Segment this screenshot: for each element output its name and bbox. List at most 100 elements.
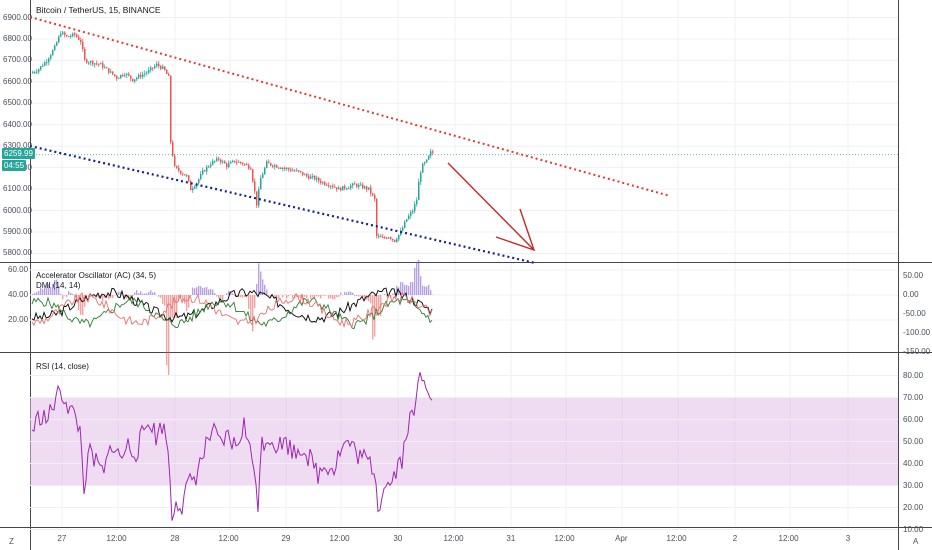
zoom-button[interactable]: Z <box>9 537 14 546</box>
oscillator-bar <box>276 295 278 299</box>
oscillator-bar <box>162 295 164 304</box>
candle-body <box>78 36 80 40</box>
candle-body <box>430 151 432 156</box>
candle-body <box>272 165 274 167</box>
candle-body <box>58 36 60 43</box>
candle-body <box>414 204 416 212</box>
candle-body <box>426 159 428 163</box>
candle-body <box>150 67 152 71</box>
candle-body <box>76 34 78 37</box>
candle-body <box>46 62 48 64</box>
oscillator-bar <box>394 292 396 295</box>
oscillator-bar <box>196 287 198 295</box>
oscillator-bar <box>328 295 330 299</box>
candle-body <box>38 69 40 72</box>
candle-body <box>336 187 338 190</box>
oscillator-bar <box>104 295 106 299</box>
oscillator-bar <box>424 286 426 295</box>
oscillator-bar <box>124 295 126 298</box>
candle-body <box>332 185 334 187</box>
candle-body <box>308 176 310 179</box>
oscillator-bar <box>320 295 322 299</box>
candle-body <box>162 66 164 69</box>
oscillator-bar <box>352 292 354 295</box>
time-tick-label: 30 <box>393 534 403 543</box>
oscillator-tick-label: -50.00 <box>903 309 926 318</box>
oscillator-bar <box>332 295 334 300</box>
oscillator-bar <box>50 287 52 295</box>
price-tick-label: 5800.00 <box>3 248 32 258</box>
candle-body <box>92 61 94 65</box>
time-tick-label: 12:00 <box>443 534 464 543</box>
candle-body <box>32 72 34 74</box>
candle-body <box>164 66 166 71</box>
candle-body <box>380 236 382 238</box>
oscillator-bar <box>372 295 374 340</box>
oscillator-bar <box>350 291 352 295</box>
candle-body <box>428 155 430 160</box>
oscillator-bar <box>200 286 202 295</box>
oscillator-bar <box>96 295 98 298</box>
candle-body <box>242 162 244 165</box>
auto-scale-button[interactable]: A <box>913 537 919 546</box>
candle-body <box>170 75 172 143</box>
oscillator-bar <box>238 295 240 298</box>
oscillator-bar <box>142 293 144 295</box>
oscillator-bar <box>132 295 134 296</box>
candle-body <box>88 62 90 64</box>
candle-body <box>258 189 260 206</box>
oscillator-bar <box>240 295 242 298</box>
oscillator-bar <box>426 286 428 295</box>
oscillator-tick-label: 40.00 <box>8 290 29 299</box>
candle-body <box>342 186 344 191</box>
oscillator-bar <box>210 288 212 295</box>
candle-body <box>264 167 266 175</box>
oscillator-bar <box>392 293 394 295</box>
candle-body <box>252 169 254 182</box>
oscillator-bar <box>412 282 414 295</box>
oscillator-bar <box>190 295 192 296</box>
symbol-title: Bitcoin / TetherUS, 15, BINANCE <box>36 5 161 15</box>
oscillator-bar <box>42 289 44 295</box>
candle-body <box>274 165 276 167</box>
candle-body <box>318 177 320 181</box>
oscillator-bar <box>202 288 204 295</box>
oscillator-bar <box>262 279 264 295</box>
oscillator-bar <box>118 291 120 295</box>
candle-body <box>246 164 248 166</box>
time-tick-label: 12:00 <box>106 534 127 543</box>
price-tick-label: 6700.00 <box>3 55 32 65</box>
candle-body <box>156 63 158 67</box>
oscillator-bar <box>130 295 132 299</box>
candle-body <box>278 167 280 169</box>
oscillator-bar <box>74 295 76 299</box>
oscillator-bar <box>198 285 200 295</box>
oscillator-bar <box>62 295 64 300</box>
candle-body <box>364 186 366 189</box>
oscillator-bar <box>102 295 104 302</box>
oscillator-bar <box>64 295 66 296</box>
candle-body <box>324 182 326 185</box>
oscillator-tick-label: 50.00 <box>903 271 924 280</box>
oscillator-tick-label: 0.00 <box>903 290 919 299</box>
oscillator-bar <box>148 292 150 295</box>
oscillator-bar <box>176 295 178 318</box>
candle-body <box>34 72 36 74</box>
candle-body <box>166 70 168 75</box>
oscillator-bar <box>316 295 318 297</box>
candle-body <box>154 66 156 69</box>
oscillator-bar <box>422 285 424 295</box>
oscillator-bar <box>258 263 260 295</box>
candle-body <box>260 178 262 190</box>
oscillator-bar <box>194 288 196 295</box>
candle-body <box>306 174 308 177</box>
candle-body <box>358 184 360 187</box>
candle-body <box>102 63 104 68</box>
candle-body <box>126 73 128 76</box>
candle-body <box>142 74 144 77</box>
time-tick-label: 2 <box>732 534 738 543</box>
rsi-tick-label: 60.00 <box>903 414 924 424</box>
candle-body <box>194 186 196 189</box>
